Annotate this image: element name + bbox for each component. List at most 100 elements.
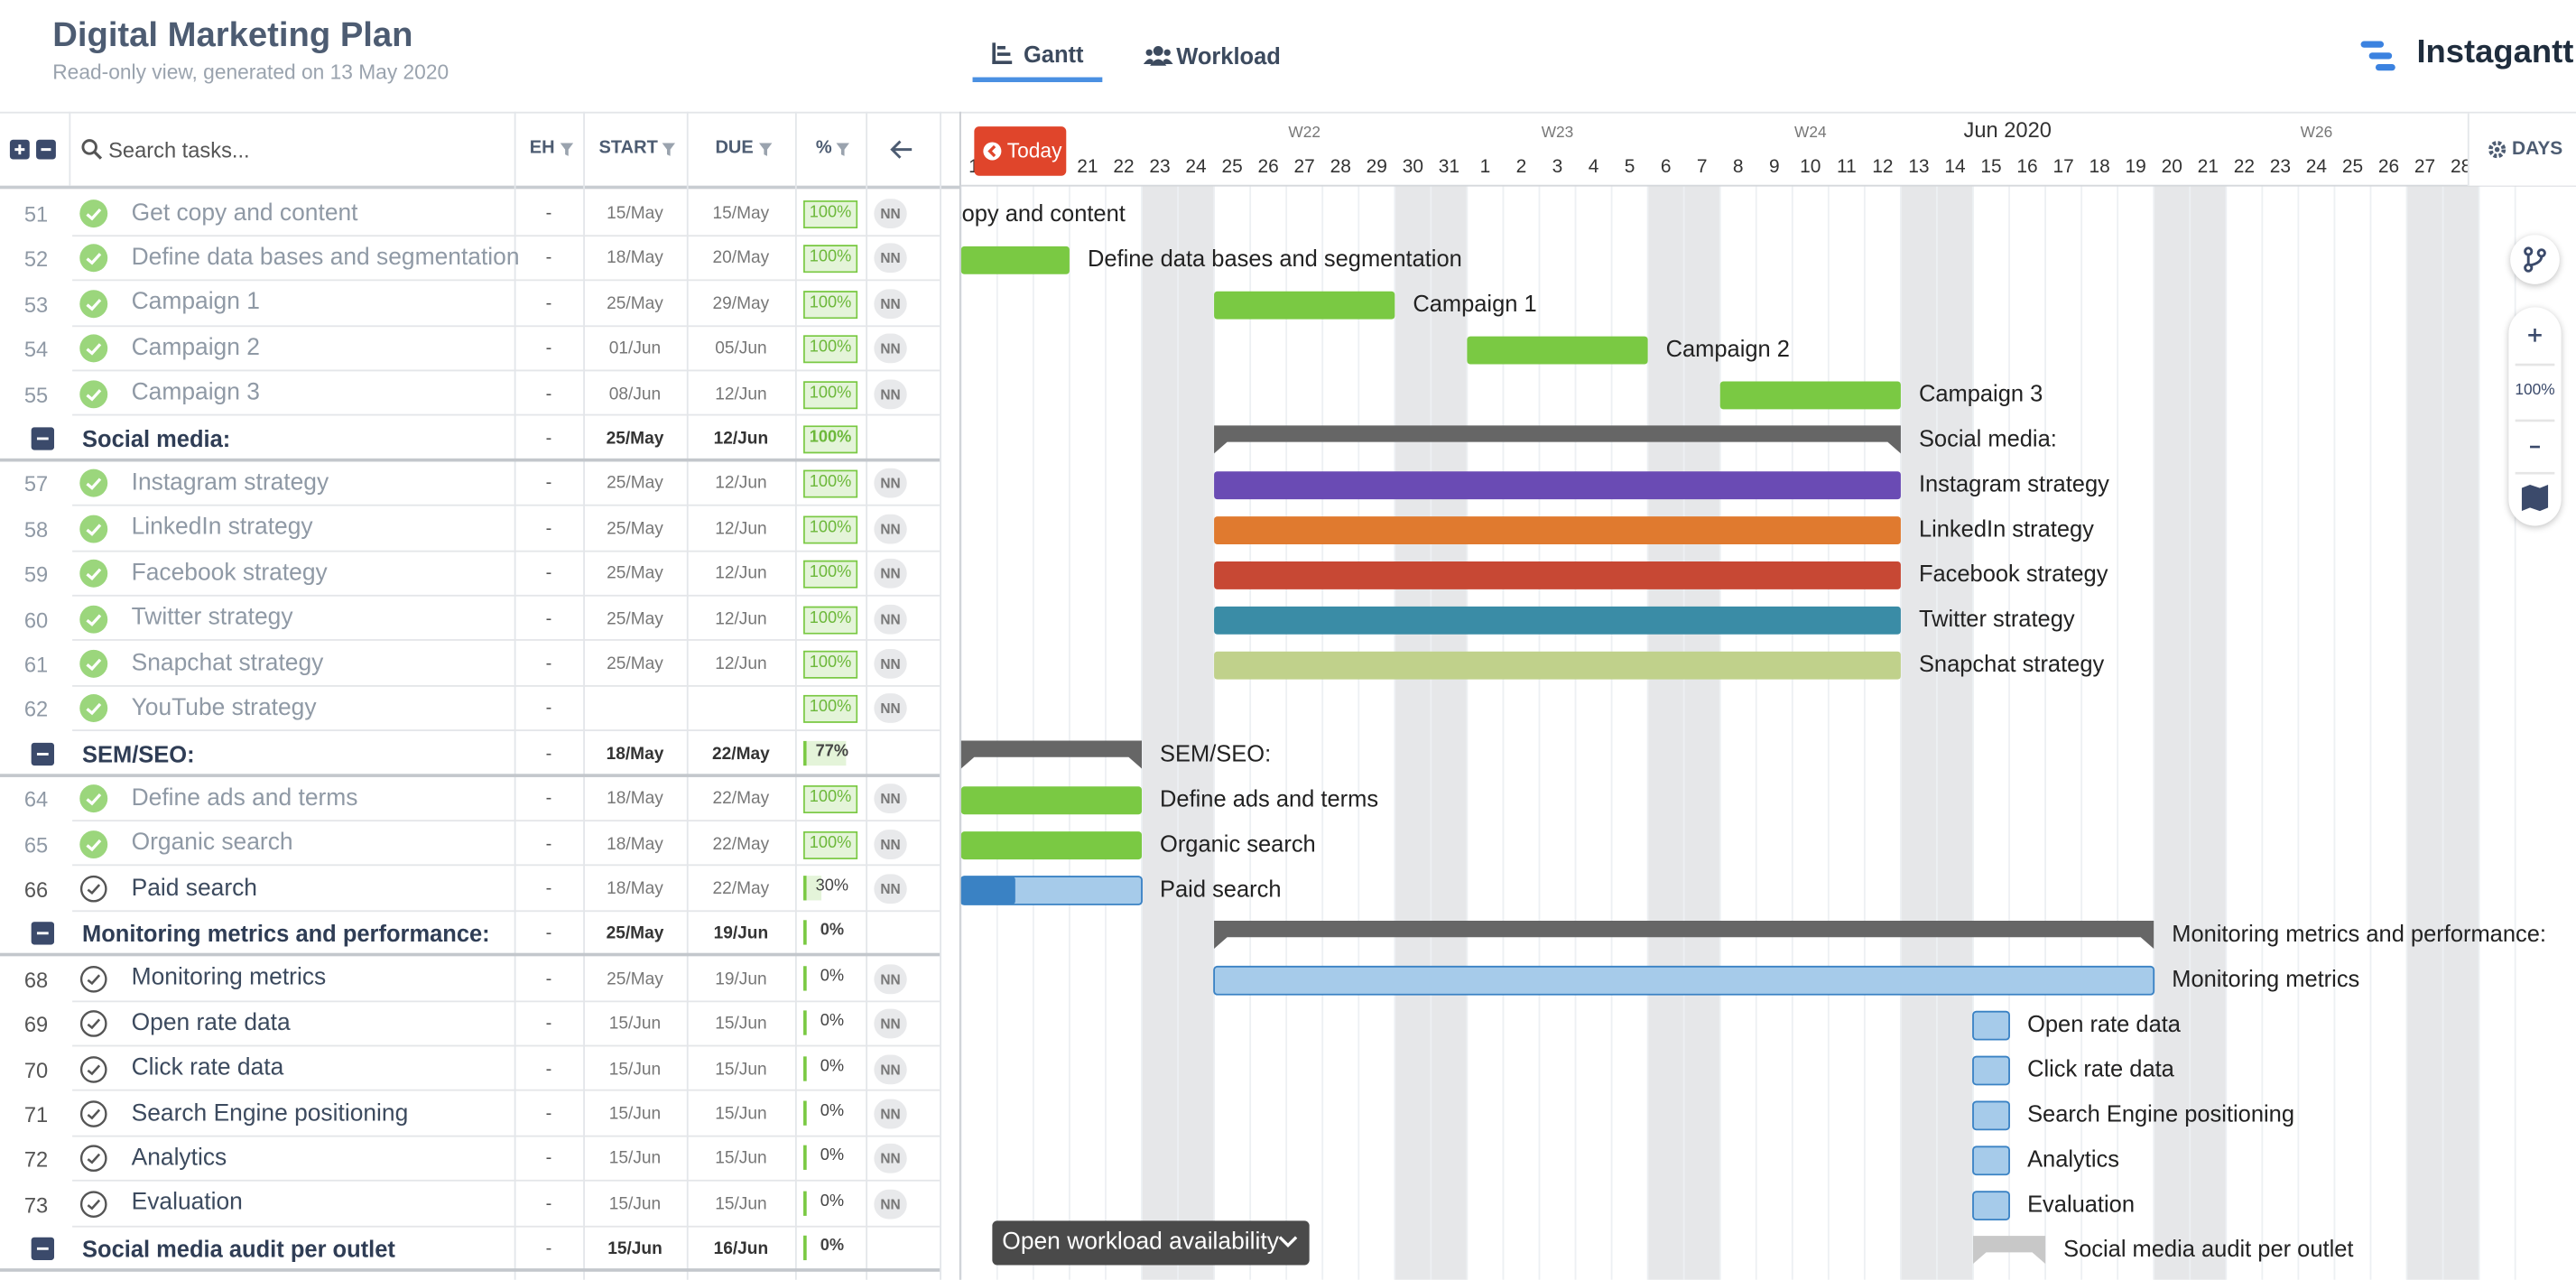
complete-toggle[interactable] (79, 964, 108, 994)
day-label: 9 (1769, 156, 1780, 177)
tab[interactable]: Gantt (1023, 41, 1084, 68)
complete-toggle[interactable] (79, 1099, 108, 1129)
column-header[interactable]: START (583, 138, 676, 158)
view-select[interactable] (2467, 113, 2576, 186)
day-label: 25 (2342, 156, 2363, 177)
complete-toggle[interactable] (79, 1054, 108, 1084)
task-name[interactable]: Campaign 1 (131, 289, 260, 317)
task-name[interactable]: Monitoring metrics (131, 964, 327, 992)
task-name[interactable]: Click rate data (131, 1054, 284, 1081)
progress-label: 0% (820, 1147, 845, 1166)
group-toggle[interactable] (31, 427, 55, 450)
complete-toggle[interactable] (79, 784, 108, 814)
task-name[interactable]: Define data bases and segmentation (131, 245, 520, 272)
group-bar (1214, 921, 2154, 949)
weekend-shade (1431, 185, 1468, 1280)
branch-button[interactable] (2510, 235, 2560, 284)
task-name[interactable]: Paid search (131, 875, 257, 902)
complete-toggle[interactable] (79, 468, 108, 498)
complete-toggle[interactable] (79, 604, 108, 634)
complete-toggle[interactable] (79, 289, 108, 319)
group-toggle[interactable] (31, 1237, 55, 1261)
complete-toggle[interactable] (79, 514, 108, 543)
complete-toggle[interactable] (79, 874, 108, 904)
complete-toggle[interactable] (79, 1189, 108, 1219)
today-label[interactable]: Today (1006, 139, 1062, 163)
eh: - (545, 1014, 552, 1034)
progress-label: 100% (809, 518, 852, 537)
complete-toggle[interactable] (79, 199, 108, 228)
progress-fill (804, 427, 857, 452)
progress-label: 100% (809, 293, 852, 312)
progress-fill (804, 246, 857, 273)
complete-toggle[interactable] (79, 1009, 108, 1039)
start-date: 18/May (607, 878, 663, 899)
task-name[interactable]: Instagram strategy (131, 469, 329, 496)
tab[interactable]: Workload (1176, 42, 1281, 70)
task-name[interactable]: Get copy and content (131, 199, 358, 227)
bar-label: Campaign 3 (1919, 382, 2043, 407)
progress-box: 0% (803, 1191, 857, 1216)
task-name[interactable]: LinkedIn strategy (131, 515, 313, 542)
row-number: 73 (23, 1192, 49, 1218)
start-date: 15/Jun (607, 1238, 663, 1259)
progress-box: 100% (803, 425, 858, 454)
eh: - (545, 563, 552, 584)
row-number: 68 (23, 967, 49, 993)
progress-box: 100% (803, 335, 858, 364)
task-name[interactable]: Twitter strategy (131, 604, 293, 632)
bar-label: Click rate data (2027, 1057, 2175, 1082)
bar-label: Social media audit per outlet (2063, 1237, 2353, 1262)
due-date: 22/May (712, 833, 770, 854)
task-name[interactable]: Search Engine positioning (131, 1099, 409, 1127)
week-label: W24 (1794, 123, 1827, 141)
expand-collapse[interactable] (8, 138, 60, 161)
task-name[interactable]: Evaluation (131, 1190, 243, 1217)
progress-label: 0% (820, 1192, 845, 1211)
task-bar (1719, 381, 1901, 410)
row-separator (72, 1135, 941, 1136)
task-name[interactable]: Open rate data (131, 1009, 291, 1036)
column-header[interactable]: % (795, 138, 853, 158)
complete-toggle[interactable] (79, 379, 108, 409)
bar-label: Analytics (2027, 1146, 2119, 1172)
complete-toggle[interactable] (79, 694, 108, 724)
task-name[interactable]: Define ads and terms (131, 784, 358, 812)
group-toggle[interactable] (31, 742, 55, 765)
complete-toggle[interactable] (79, 334, 108, 364)
search-input[interactable]: Search tasks... (108, 137, 250, 163)
view-label[interactable]: DAYS (2512, 139, 2563, 160)
workload-button-label[interactable]: Open workload availability (1002, 1229, 1279, 1256)
task-name[interactable]: Organic search (131, 830, 293, 857)
due-date: 22/May (712, 878, 770, 899)
task-name[interactable]: Campaign 2 (131, 334, 260, 361)
collapse-arrow[interactable] (889, 138, 915, 161)
workload-button[interactable] (992, 1220, 1310, 1266)
start-date: 15/Jun (608, 1193, 662, 1214)
complete-toggle[interactable] (79, 649, 108, 679)
progress-label: 100% (809, 203, 852, 222)
branch-icon (2524, 246, 2546, 273)
task-name[interactable]: Analytics (131, 1145, 227, 1172)
progress-fill (804, 201, 857, 227)
complete-toggle[interactable] (79, 829, 108, 858)
column-header[interactable]: EH (514, 138, 573, 158)
gantt-icon (992, 42, 1013, 64)
task-name[interactable]: Facebook strategy (131, 560, 328, 587)
complete-toggle[interactable] (79, 559, 108, 589)
complete-toggle[interactable] (79, 244, 108, 274)
complete-toggle[interactable] (79, 1145, 108, 1174)
bar-label: Get copy and content (907, 201, 1126, 227)
task-name[interactable]: Campaign 3 (131, 379, 260, 406)
column-header[interactable]: DUE (687, 138, 783, 158)
progress-label: 100% (809, 384, 852, 403)
task-name[interactable]: YouTube strategy (131, 694, 317, 721)
progress-label: 100% (809, 608, 852, 627)
filter-icon (663, 143, 676, 156)
task-name[interactable]: Snapchat strategy (131, 649, 324, 676)
day-label: 30 (1403, 156, 1423, 177)
column-border (514, 111, 516, 1280)
group-toggle[interactable] (31, 922, 55, 946)
assignee: NN (874, 1144, 907, 1174)
